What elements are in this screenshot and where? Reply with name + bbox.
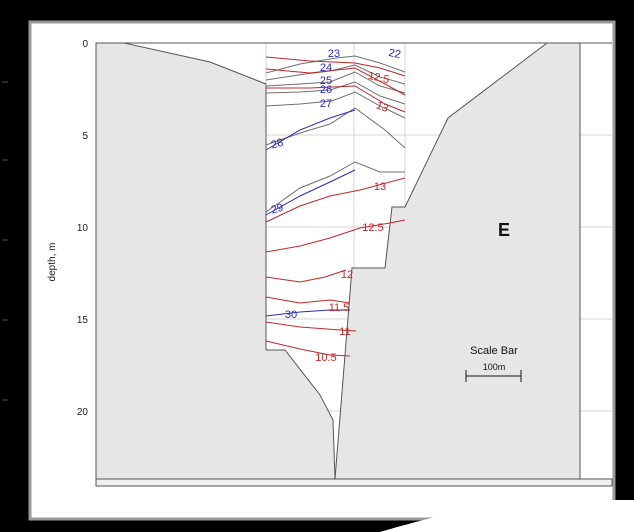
bottom-decorative-curve [380, 500, 634, 532]
temp-label-24: 24 [320, 62, 332, 74]
y-axis-label: depth, m [47, 243, 58, 282]
temp-label-23: 23 [328, 48, 340, 60]
temp-label-28: 28 [270, 137, 285, 152]
scale-bar: Scale Bar 100m [465, 345, 522, 382]
gray-contour-1 [265, 55, 406, 74]
gray-contour-3 [265, 71, 406, 94]
sal-label-12_5-top: 12.5 [367, 70, 390, 86]
temp-label-27: 27 [320, 98, 332, 110]
salinity-contour-13-top [266, 85, 406, 113]
right-bank-terrain [334, 42, 581, 480]
salinity-contours [265, 56, 406, 357]
y-tick-5: 5 [82, 131, 88, 142]
salinity-contour-12_5-top [265, 67, 406, 96]
gray-contours [265, 55, 406, 213]
salinity-contour-11_5 [265, 296, 351, 304]
temperature-contour-28 [265, 109, 356, 151]
edge-tick-marks [2, 81, 8, 401]
sal-label-12_5: 12.5 [362, 222, 383, 234]
gray-contour-6 [265, 107, 406, 149]
sal-label-13-top: 13 [374, 99, 390, 115]
y-tick-10: 10 [77, 223, 89, 234]
y-tick-20: 20 [77, 407, 89, 418]
scale-bar-length: 100m [483, 362, 506, 372]
sal-label-12: 12 [341, 269, 353, 281]
y-axis: 0 5 10 15 20 depth, m [47, 39, 88, 418]
gray-contour-7 [265, 161, 405, 213]
sal-label-10_5: 10.5 [315, 352, 336, 364]
salinity-contour-13 [265, 177, 406, 223]
temp-label-29: 29 [270, 202, 285, 217]
salinity-contour-10_5 [265, 340, 351, 357]
salinity-contour-22 [265, 56, 406, 77]
side-label-e: E [498, 220, 510, 240]
salinity-label-22: 22 [387, 47, 401, 61]
salinity-labels: 12.5 13 13 12.5 12 11.5 11 10.5 [315, 70, 390, 364]
sal-label-11: 11 [339, 326, 350, 338]
temperature-contours [265, 109, 356, 317]
gray-contour-5 [265, 91, 406, 119]
gray-contour-2 [265, 64, 406, 85]
sal-label-11_5: 11.5 [329, 302, 350, 314]
temperature-contour-30 [265, 309, 350, 317]
gray-contour-4 [265, 81, 406, 105]
panel-bevel [28, 20, 616, 521]
temp-label-25: 25 [320, 75, 332, 87]
y-tick-0: 0 [82, 39, 88, 50]
salinity-contour-12 [265, 269, 347, 283]
temp-label-26: 26 [320, 84, 332, 96]
temperature-labels: 23 24 25 26 27 28 29 30 22 [270, 47, 402, 321]
scale-bar-title: Scale Bar [470, 345, 518, 357]
sal-label-13: 13 [374, 181, 386, 193]
temperature-contour-29 [265, 169, 356, 216]
salinity-contour-12_5 [265, 219, 406, 253]
temp-label-30: 30 [285, 309, 297, 321]
bottom-band [95, 478, 613, 487]
y-tick-15: 15 [77, 315, 89, 326]
salinity-contour-11 [265, 321, 357, 332]
